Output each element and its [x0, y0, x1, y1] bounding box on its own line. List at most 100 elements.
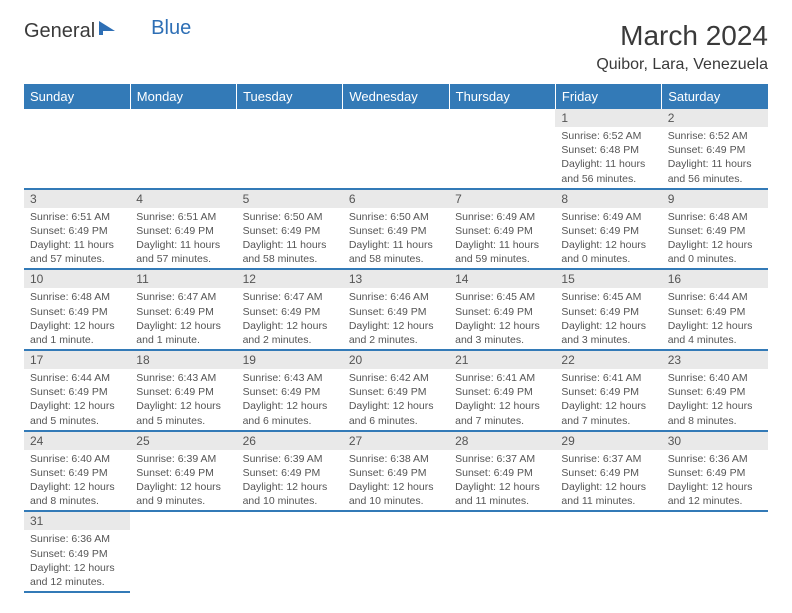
- day-content: Sunrise: 6:50 AMSunset: 6:49 PMDaylight:…: [343, 208, 449, 269]
- day-number: 15: [555, 270, 661, 288]
- calendar-cell: [24, 109, 130, 189]
- day-content: Sunrise: 6:36 AMSunset: 6:49 PMDaylight:…: [24, 530, 130, 591]
- day-content: Sunrise: 6:39 AMSunset: 6:49 PMDaylight:…: [130, 450, 236, 511]
- sunrise-text: Sunrise: 6:48 AM: [30, 290, 124, 304]
- sunset-text: Sunset: 6:49 PM: [455, 305, 549, 319]
- daylight-text: Daylight: 11 hours and 56 minutes.: [561, 157, 655, 185]
- sunrise-text: Sunrise: 6:45 AM: [561, 290, 655, 304]
- daylight-text: Daylight: 11 hours and 58 minutes.: [349, 238, 443, 266]
- sunrise-text: Sunrise: 6:51 AM: [30, 210, 124, 224]
- day-content: Sunrise: 6:43 AMSunset: 6:49 PMDaylight:…: [237, 369, 343, 430]
- daylight-text: Daylight: 12 hours and 1 minute.: [136, 319, 230, 347]
- weekday-header: Thursday: [449, 84, 555, 109]
- sunset-text: Sunset: 6:49 PM: [561, 385, 655, 399]
- calendar-table: Sunday Monday Tuesday Wednesday Thursday…: [24, 84, 768, 593]
- day-content: Sunrise: 6:49 AMSunset: 6:49 PMDaylight:…: [449, 208, 555, 269]
- calendar-cell: 2Sunrise: 6:52 AMSunset: 6:49 PMDaylight…: [662, 109, 768, 189]
- day-content: Sunrise: 6:47 AMSunset: 6:49 PMDaylight:…: [130, 288, 236, 349]
- daylight-text: Daylight: 12 hours and 5 minutes.: [136, 399, 230, 427]
- day-content: Sunrise: 6:46 AMSunset: 6:49 PMDaylight:…: [343, 288, 449, 349]
- day-number: 27: [343, 432, 449, 450]
- daylight-text: Daylight: 12 hours and 6 minutes.: [349, 399, 443, 427]
- calendar-row: 3Sunrise: 6:51 AMSunset: 6:49 PMDaylight…: [24, 189, 768, 270]
- day-content: Sunrise: 6:47 AMSunset: 6:49 PMDaylight:…: [237, 288, 343, 349]
- day-number: 19: [237, 351, 343, 369]
- calendar-cell: [343, 511, 449, 592]
- day-content: Sunrise: 6:52 AMSunset: 6:48 PMDaylight:…: [555, 127, 661, 188]
- day-content: Sunrise: 6:51 AMSunset: 6:49 PMDaylight:…: [24, 208, 130, 269]
- daylight-text: Daylight: 12 hours and 8 minutes.: [30, 480, 124, 508]
- day-number: 21: [449, 351, 555, 369]
- sunrise-text: Sunrise: 6:41 AM: [561, 371, 655, 385]
- day-number: 2: [662, 109, 768, 127]
- calendar-cell: 10Sunrise: 6:48 AMSunset: 6:49 PMDayligh…: [24, 269, 130, 350]
- daylight-text: Daylight: 12 hours and 8 minutes.: [668, 399, 762, 427]
- calendar-cell: 21Sunrise: 6:41 AMSunset: 6:49 PMDayligh…: [449, 350, 555, 431]
- weekday-header: Sunday: [24, 84, 130, 109]
- daylight-text: Daylight: 12 hours and 3 minutes.: [561, 319, 655, 347]
- day-content: Sunrise: 6:42 AMSunset: 6:49 PMDaylight:…: [343, 369, 449, 430]
- sunrise-text: Sunrise: 6:49 AM: [561, 210, 655, 224]
- daylight-text: Daylight: 12 hours and 0 minutes.: [561, 238, 655, 266]
- sunrise-text: Sunrise: 6:37 AM: [455, 452, 549, 466]
- sunrise-text: Sunrise: 6:36 AM: [668, 452, 762, 466]
- calendar-cell: 24Sunrise: 6:40 AMSunset: 6:49 PMDayligh…: [24, 431, 130, 512]
- calendar-cell: 17Sunrise: 6:44 AMSunset: 6:49 PMDayligh…: [24, 350, 130, 431]
- day-number: 22: [555, 351, 661, 369]
- calendar-cell: [130, 511, 236, 592]
- calendar-cell: [237, 511, 343, 592]
- logo-text-2: Blue: [151, 17, 191, 40]
- day-number: 12: [237, 270, 343, 288]
- sunrise-text: Sunrise: 6:52 AM: [561, 129, 655, 143]
- sunrise-text: Sunrise: 6:42 AM: [349, 371, 443, 385]
- daylight-text: Daylight: 12 hours and 10 minutes.: [349, 480, 443, 508]
- calendar-cell: 18Sunrise: 6:43 AMSunset: 6:49 PMDayligh…: [130, 350, 236, 431]
- day-number: 31: [24, 512, 130, 530]
- daylight-text: Daylight: 12 hours and 7 minutes.: [561, 399, 655, 427]
- calendar-cell: 3Sunrise: 6:51 AMSunset: 6:49 PMDaylight…: [24, 189, 130, 270]
- calendar-row: 24Sunrise: 6:40 AMSunset: 6:49 PMDayligh…: [24, 431, 768, 512]
- day-content: Sunrise: 6:43 AMSunset: 6:49 PMDaylight:…: [130, 369, 236, 430]
- sunset-text: Sunset: 6:49 PM: [455, 224, 549, 238]
- calendar-cell: 13Sunrise: 6:46 AMSunset: 6:49 PMDayligh…: [343, 269, 449, 350]
- daylight-text: Daylight: 12 hours and 0 minutes.: [668, 238, 762, 266]
- sunrise-text: Sunrise: 6:37 AM: [561, 452, 655, 466]
- calendar-cell: 16Sunrise: 6:44 AMSunset: 6:49 PMDayligh…: [662, 269, 768, 350]
- sunset-text: Sunset: 6:49 PM: [668, 143, 762, 157]
- calendar-cell: [343, 109, 449, 189]
- sunrise-text: Sunrise: 6:38 AM: [349, 452, 443, 466]
- day-content: Sunrise: 6:50 AMSunset: 6:49 PMDaylight:…: [237, 208, 343, 269]
- sunrise-text: Sunrise: 6:47 AM: [243, 290, 337, 304]
- daylight-text: Daylight: 12 hours and 12 minutes.: [668, 480, 762, 508]
- day-number: 25: [130, 432, 236, 450]
- sunrise-text: Sunrise: 6:51 AM: [136, 210, 230, 224]
- sunset-text: Sunset: 6:49 PM: [668, 385, 762, 399]
- calendar-cell: 19Sunrise: 6:43 AMSunset: 6:49 PMDayligh…: [237, 350, 343, 431]
- day-number: 11: [130, 270, 236, 288]
- sunrise-text: Sunrise: 6:50 AM: [243, 210, 337, 224]
- sunrise-text: Sunrise: 6:43 AM: [136, 371, 230, 385]
- calendar-cell: 14Sunrise: 6:45 AMSunset: 6:49 PMDayligh…: [449, 269, 555, 350]
- calendar-cell: 4Sunrise: 6:51 AMSunset: 6:49 PMDaylight…: [130, 189, 236, 270]
- calendar-cell: 5Sunrise: 6:50 AMSunset: 6:49 PMDaylight…: [237, 189, 343, 270]
- sunset-text: Sunset: 6:49 PM: [243, 466, 337, 480]
- day-number: 8: [555, 190, 661, 208]
- day-number: 7: [449, 190, 555, 208]
- day-content: Sunrise: 6:44 AMSunset: 6:49 PMDaylight:…: [24, 369, 130, 430]
- day-content: Sunrise: 6:38 AMSunset: 6:49 PMDaylight:…: [343, 450, 449, 511]
- calendar-cell: 28Sunrise: 6:37 AMSunset: 6:49 PMDayligh…: [449, 431, 555, 512]
- daylight-text: Daylight: 12 hours and 4 minutes.: [668, 319, 762, 347]
- day-content: Sunrise: 6:45 AMSunset: 6:49 PMDaylight:…: [449, 288, 555, 349]
- day-content: Sunrise: 6:37 AMSunset: 6:49 PMDaylight:…: [555, 450, 661, 511]
- calendar-cell: [555, 511, 661, 592]
- sunrise-text: Sunrise: 6:39 AM: [136, 452, 230, 466]
- sunset-text: Sunset: 6:49 PM: [668, 466, 762, 480]
- sunset-text: Sunset: 6:49 PM: [30, 466, 124, 480]
- sunset-text: Sunset: 6:49 PM: [668, 224, 762, 238]
- logo-text-1: General: [24, 20, 95, 43]
- day-number: 30: [662, 432, 768, 450]
- sunset-text: Sunset: 6:49 PM: [349, 305, 443, 319]
- sunrise-text: Sunrise: 6:36 AM: [30, 532, 124, 546]
- sunset-text: Sunset: 6:49 PM: [136, 305, 230, 319]
- day-content: Sunrise: 6:40 AMSunset: 6:49 PMDaylight:…: [662, 369, 768, 430]
